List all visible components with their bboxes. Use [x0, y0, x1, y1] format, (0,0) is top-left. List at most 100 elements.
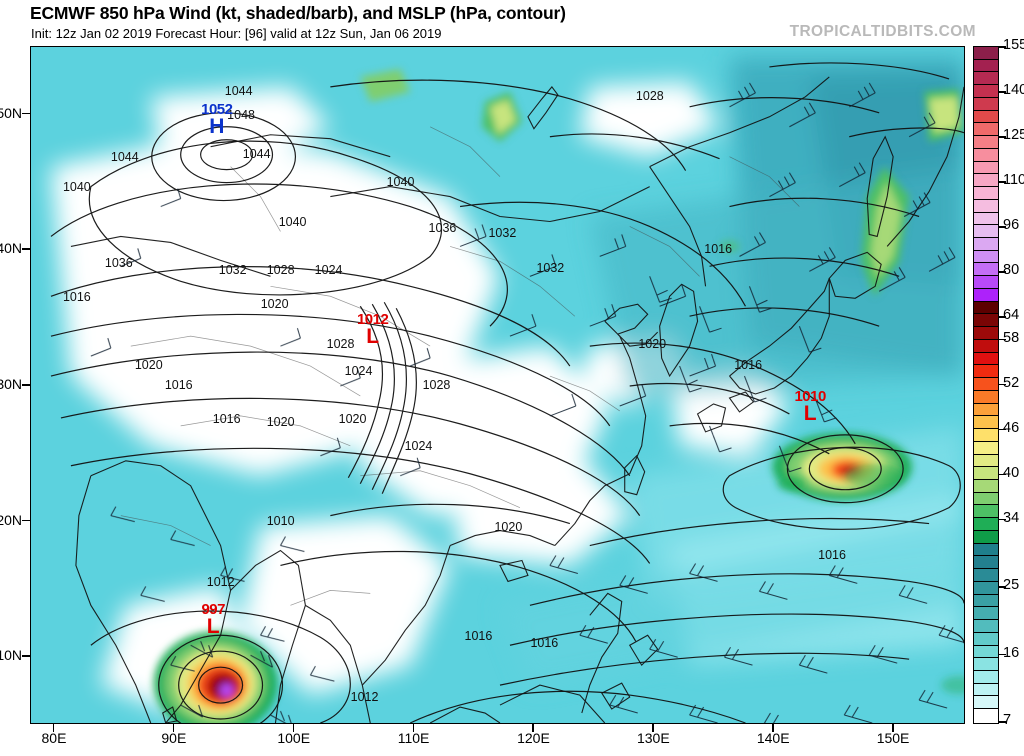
colorbar-segment	[974, 581, 998, 595]
colorbar-segment	[974, 47, 998, 60]
wind-max-tropical-cyclone	[153, 631, 278, 723]
contour-label: 1012	[350, 689, 379, 704]
contour-label: 1024	[314, 262, 343, 277]
pressure-low-marker: 1012 L	[351, 312, 395, 347]
colorbar-segment	[974, 59, 998, 73]
colorbar-segment	[974, 467, 998, 480]
pressure-low-marker: 1010 L	[788, 389, 832, 424]
contour-label: 1040	[62, 180, 91, 195]
lat-tick-mark	[22, 112, 30, 115]
colorbar-segment	[974, 696, 998, 710]
lon-tick-label: 110E	[397, 730, 430, 746]
border-layer	[120, 126, 800, 606]
colorbar-segment	[974, 416, 998, 430]
pressure-high-marker: 1052 H	[195, 102, 239, 137]
contour-label: 1020	[134, 357, 163, 372]
colorbar-segment	[974, 505, 998, 519]
colorbar-segment	[974, 276, 998, 289]
colorbar-segment	[974, 174, 998, 188]
contour-label: 1010	[266, 513, 295, 528]
colorbar-tick-mark	[999, 271, 1006, 273]
colorbar-tick-label: 96	[1003, 217, 1020, 233]
colorbar-segment	[974, 110, 998, 124]
pressure-letter: L	[366, 324, 380, 348]
coastline-layer	[70, 76, 964, 723]
colorbar-segment	[974, 530, 998, 544]
lat-tick-label: 20N	[0, 511, 22, 528]
colorbar-segment	[974, 225, 998, 239]
lon-tick-label: 140E	[756, 730, 790, 746]
contour-label: 1048	[227, 108, 255, 123]
lon-tick-mark	[652, 724, 654, 732]
colorbar-tick-mark	[999, 181, 1006, 183]
colorbar-tick-mark	[999, 136, 1006, 138]
lat-tick-label: 30N	[0, 376, 22, 392]
pressure-low-marker: 997 L	[191, 602, 235, 637]
colorbar-tick-label: 64	[1003, 307, 1020, 323]
wind-barb-layer	[90, 82, 964, 723]
colorbar-tick-label: 16	[1003, 644, 1020, 661]
contour-label: 1016	[62, 289, 91, 304]
colorbar-tick-label: 34	[1003, 509, 1020, 526]
contour-label: 1020	[494, 520, 523, 535]
mslp-contour-layer	[50, 62, 964, 723]
lat-tick-mark	[22, 248, 30, 250]
contour-label: 1024	[404, 439, 433, 454]
colorbar-segment	[974, 123, 998, 137]
lon-tick-label: 120E	[517, 730, 550, 746]
colorbar-segment	[974, 301, 998, 315]
colorbar-segment	[974, 199, 998, 213]
contour-label: 1020	[260, 296, 289, 311]
colorbar-tick-label: 155	[1003, 37, 1024, 53]
colorbar-segment	[974, 594, 998, 608]
contour-label: 1044	[110, 150, 139, 165]
colorbar-segment	[974, 556, 998, 570]
colorbar-tick-mark	[999, 316, 1006, 318]
lon-tick-label: 100E	[277, 730, 311, 746]
colorbar-tick-label: 140	[1003, 82, 1024, 98]
colorbar-segment	[974, 645, 998, 659]
lat-tick-label: 40N	[0, 240, 22, 257]
colorbar-segment	[974, 569, 998, 582]
lat-tick-label: 50N	[0, 104, 22, 121]
colorbar-segment	[974, 352, 998, 366]
pressure-value: 1010	[794, 388, 826, 406]
contour-label: 1032	[488, 226, 517, 241]
lon-tick-mark	[172, 724, 175, 732]
pressure-value: 1012	[356, 310, 389, 328]
colorbar-segment	[974, 288, 998, 302]
colorbar-tick-mark	[999, 721, 1006, 723]
colorbar-tick-mark	[999, 428, 1006, 430]
colorbar-tick-mark	[999, 91, 1006, 93]
colorbar-tick-label: 52	[1003, 374, 1020, 391]
colorbar-tick-mark	[999, 473, 1006, 475]
pressure-letter: L	[206, 614, 220, 638]
colorbar-tick-mark	[999, 653, 1006, 655]
colorbar-segment	[974, 136, 998, 149]
contour-label: 1044	[242, 147, 271, 162]
contour-label: 1020	[266, 414, 295, 429]
colorbar-segment	[974, 518, 998, 531]
map-panel[interactable]: 1044 1048 1044 1044 1040 1040 1028 1040 1036 1032…	[30, 46, 965, 724]
colorbar-tick-mark	[999, 226, 1006, 228]
colorbar-segment	[974, 479, 998, 493]
colorbar-segment	[974, 632, 998, 646]
colorbar-segment	[974, 620, 998, 633]
lat-tick-mark	[22, 655, 30, 657]
colorbar-tick-label: 46	[1003, 419, 1020, 436]
colorbar-segment	[974, 441, 998, 455]
contour-label: 1028	[422, 378, 451, 392]
colorbar-segment	[974, 314, 998, 328]
colorbar-tick-label: 25	[1003, 577, 1020, 593]
colorbar-segment	[974, 161, 998, 175]
lon-tick-mark	[892, 724, 894, 732]
colorbar-segment	[974, 327, 998, 340]
contour-label: 1024	[344, 364, 373, 379]
colorbar[interactable]	[973, 46, 999, 724]
colorbar-segment	[974, 148, 998, 162]
pressure-letter: H	[209, 114, 225, 138]
page-title: ECMWF 850 hPa Wind (kt, shaded/barb), an…	[30, 3, 566, 23]
colorbar-segment	[974, 72, 998, 86]
colorbar-tick-mark	[999, 518, 1006, 520]
map-header: ECMWF 850 hPa Wind (kt, shaded/barb), an…	[0, 0, 1024, 45]
